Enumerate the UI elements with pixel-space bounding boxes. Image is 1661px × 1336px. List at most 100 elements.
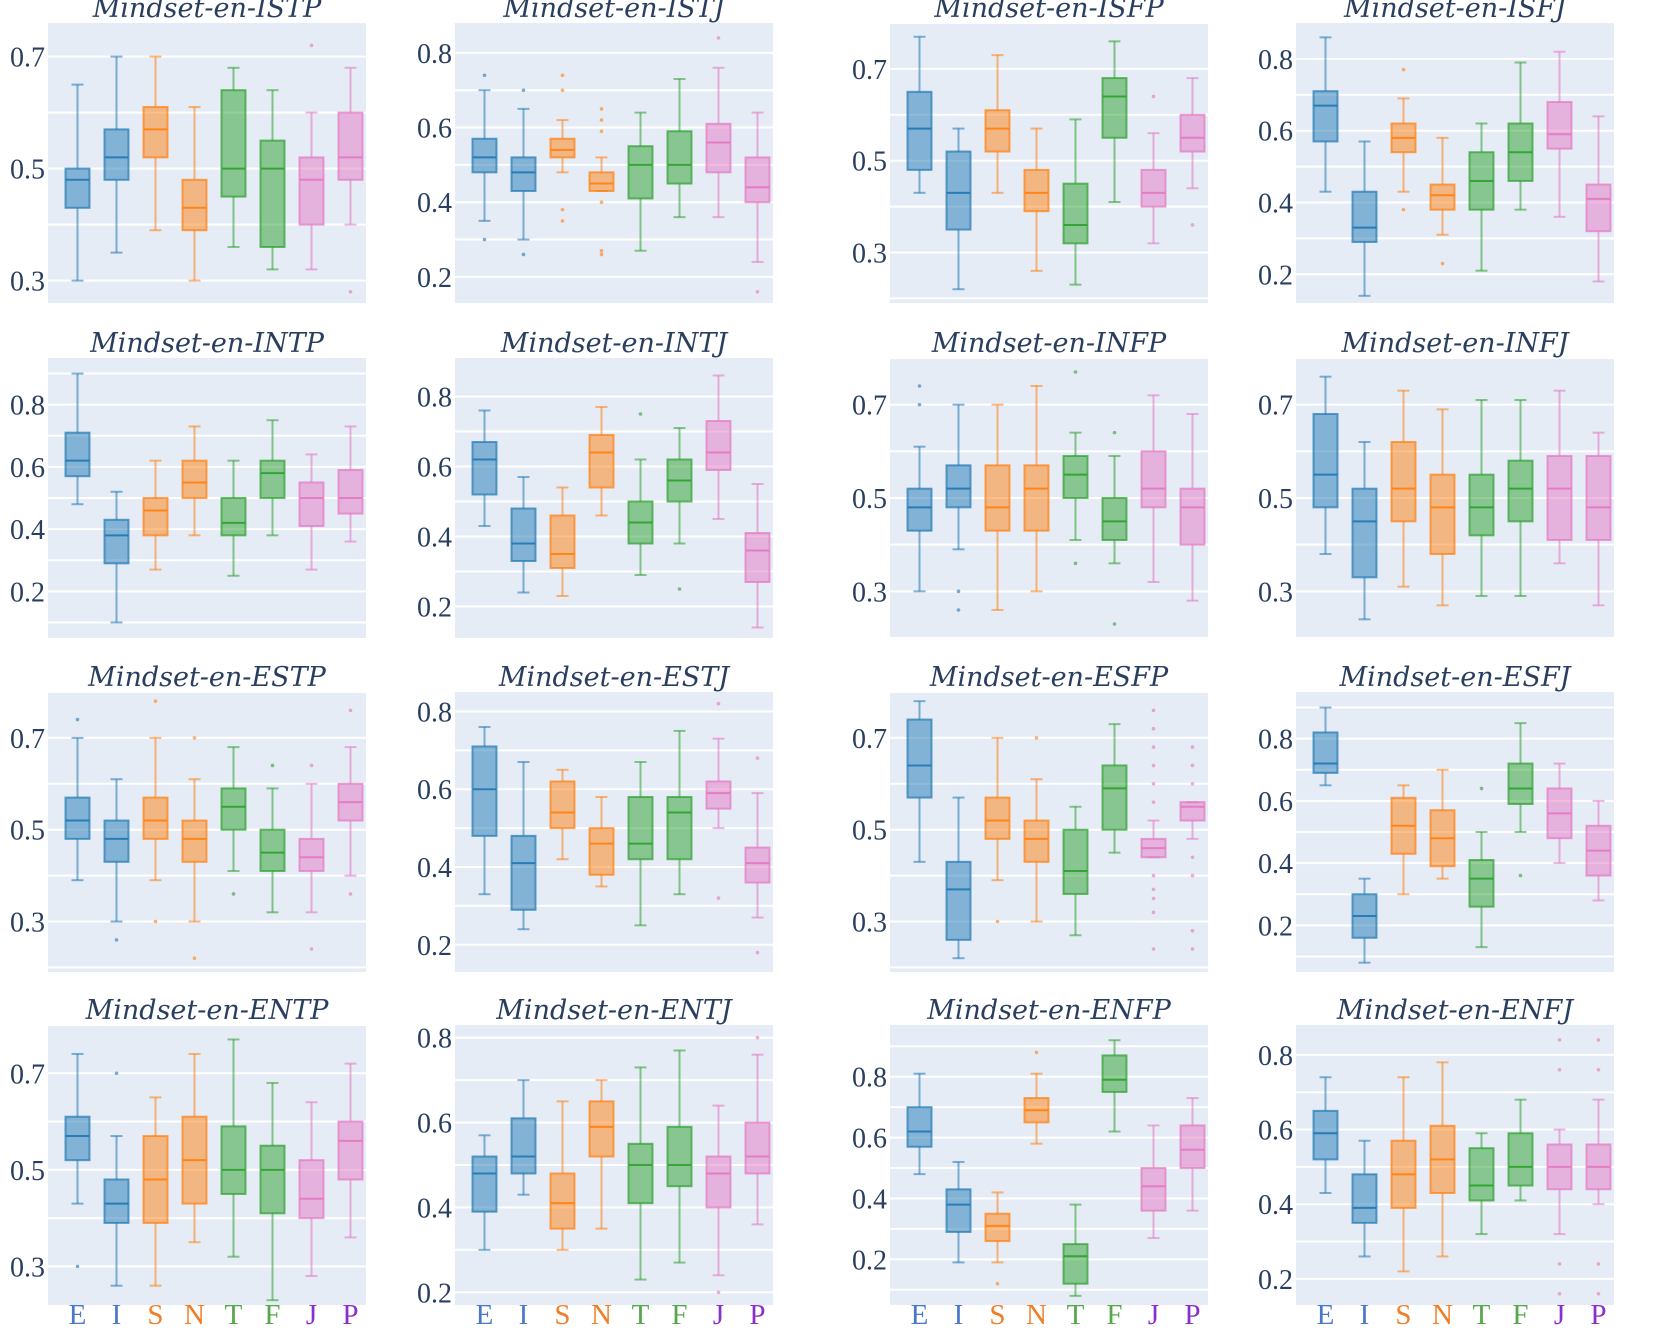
box-iqr [1468,859,1495,908]
box-t [1468,399,1495,597]
box-iqr [103,1178,130,1224]
outlier-point [1151,726,1156,731]
y-tick-label: 0.4 [1258,1190,1293,1221]
y-tick-label: 0.5 [852,816,887,847]
box-e [471,409,498,527]
x-tick-label-n: N [1026,1299,1047,1331]
box-iqr [1585,455,1612,541]
y-tick-label: 0.7 [10,43,45,74]
box-iqr [103,128,130,181]
panel-title: Mindset-en-INFP [931,328,1167,359]
panel-mindset-en-estj: Mindset-en-ESTJ 0.2 0.4 0.6 0.8 [417,662,773,972]
outlier-point [1440,261,1445,266]
panel-title: Mindset-en-ENTP [85,995,330,1026]
x-tick-label-e: E [476,1299,494,1331]
outlier-point [1151,910,1156,915]
box-s [549,486,576,597]
box-iqr [1429,473,1456,555]
box-iqr [1546,455,1573,541]
box-f [666,78,693,219]
outlier-point [677,587,682,591]
outlier-point [1557,1292,1562,1296]
outlier-point [716,1290,721,1295]
x-tick-label-j: J [1148,1299,1159,1331]
panel-title: Mindset-en-ENFP [926,995,1171,1026]
y-tick-label: 0.2 [10,577,45,608]
outlier-point [560,219,565,223]
box-iqr [471,745,498,837]
box-t [1062,118,1089,286]
box-n [1023,127,1050,272]
y-tick-label: 0.3 [852,239,887,270]
box-e [471,1134,498,1251]
box-t [1468,122,1495,272]
box-iqr [1179,801,1206,822]
box-i [1351,441,1378,621]
y-tick-label: 0.8 [1258,45,1293,76]
x-tick-label-i: I [519,1299,529,1331]
box-f [666,729,693,896]
box-p [744,483,771,629]
box-j [298,1101,325,1278]
box-iqr [64,1115,91,1162]
box-iqr [549,514,576,569]
y-tick-label: 0.3 [1258,577,1293,608]
box-s [984,54,1011,194]
panel-title: Mindset-en-INTP [89,328,325,359]
panel-title: Mindset-en-ISTJ [502,0,726,24]
box-p [1585,431,1612,607]
box-s [984,1191,1011,1286]
outlier-point [716,36,721,40]
y-tick-label: 0.8 [1258,725,1293,756]
x-tick-label-t: T [225,1299,243,1331]
y-tick-label: 0.5 [852,484,887,515]
box-i [945,127,972,291]
box-iqr [181,819,208,863]
outlier-point [521,252,526,257]
box-iqr [259,459,286,499]
y-tick-label: 0.2 [417,931,452,962]
panel-title: Mindset-en-INTJ [500,328,730,359]
box-iqr [259,1144,286,1215]
box-p [337,66,364,294]
outlier-point [348,892,353,896]
box-iqr [1390,441,1417,523]
box-iqr [1312,1109,1339,1161]
box-j [1140,708,1167,951]
box-iqr [298,837,325,873]
box-iqr [1507,762,1534,805]
box-p [1585,1038,1612,1296]
y-tick-label: 0.4 [1258,849,1293,880]
box-p [1179,77,1206,227]
box-j [705,1104,732,1295]
outlier-point [1151,782,1156,786]
box-n [588,1079,615,1230]
outlier-point [482,73,487,78]
outlier-point [1596,1262,1601,1266]
y-tick-label: 0.6 [417,1109,452,1140]
box-t [627,111,654,252]
box-f [1507,61,1534,211]
box-n [1429,1061,1456,1258]
outlier-point [1151,800,1156,804]
box-iqr [627,145,654,200]
box-p [1585,799,1612,902]
box-iqr [984,464,1011,532]
x-tick-label-s: S [1395,1299,1411,1331]
box-s [142,55,169,232]
box-p [337,425,364,543]
y-tick-label: 0.5 [852,147,887,178]
box-iqr [1023,464,1050,532]
y-tick-label: 0.2 [1258,260,1293,291]
box-iqr [1062,828,1089,895]
outlier-point [1034,1050,1039,1055]
box-p [337,708,364,896]
outlier-point [482,237,487,242]
outlier-point [1557,1038,1562,1042]
outlier-point [1151,896,1156,901]
box-f [259,89,286,271]
box-t [627,412,654,576]
x-tick-label-i: I [112,1299,122,1331]
box-f [1507,399,1534,597]
box-iqr [744,846,771,884]
